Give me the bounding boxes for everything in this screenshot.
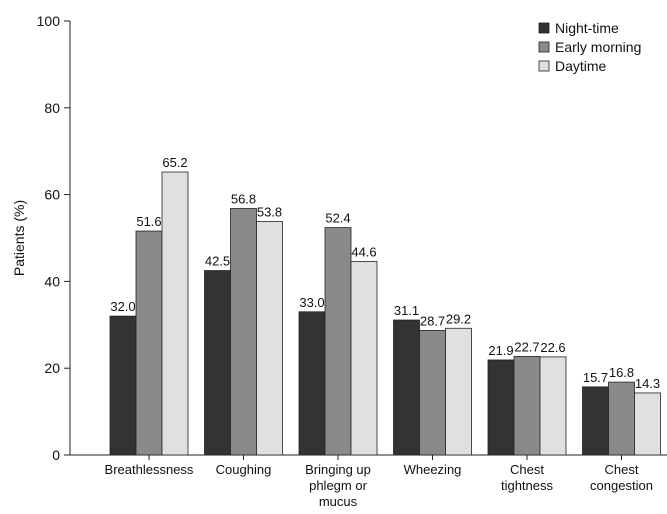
data-label: 15.7 [583,370,608,385]
legend-label: Night-time [555,20,619,36]
legend-swatch [538,22,550,34]
data-label: 22.6 [540,340,565,355]
x-category-label: phlegm or [309,478,367,493]
bar [298,311,326,456]
bar [634,392,661,456]
x-category-label: Wheezing [404,462,462,477]
bar [513,356,541,456]
bar [135,230,163,456]
data-label: 33.0 [299,295,324,310]
y-tick-label: 100 [37,13,61,29]
bar [393,319,420,456]
x-category-label: Coughing [216,462,272,477]
bar [230,208,257,456]
x-category-label: Chest [605,462,639,477]
y-tick-label: 60 [44,187,60,203]
x-category-label: mucus [319,494,358,509]
y-axis-title: Patients (%) [11,200,27,276]
legend-swatch [538,41,550,53]
data-label: 31.1 [394,303,419,318]
bar [608,381,635,456]
data-label: 21.9 [488,343,513,358]
bar [109,315,137,456]
bar [539,356,567,456]
data-label: 22.7 [514,339,539,354]
bar [161,171,189,456]
bars: 32.0 51.6 65.2 42.5 56.853.8 33.0 52.4 44.6 31.1… [109,155,661,456]
bar [256,221,283,456]
bar [324,227,352,456]
data-label: 51.6 [136,214,161,229]
legend: Night-time Early morning Daytime [538,20,641,74]
x-category-label: Bringing up [305,462,371,477]
data-label: 16.8 [609,365,634,380]
data-label: 53.8 [257,205,282,220]
legend-swatch [538,60,550,72]
bar [350,261,378,456]
data-label: 32.0 [110,299,135,314]
data-label: 14.3 [635,376,660,391]
bar [445,327,472,456]
data-label: 28.7 [420,313,445,328]
bar [487,359,515,456]
y-tick-label: 40 [44,273,60,289]
x-category-label: Chest [510,462,544,477]
y-tick-label: 80 [44,100,60,116]
data-label: 42.5 [205,254,230,269]
x-category-label: Breathlessness [105,462,194,477]
axes: 0 20 40 60 80 100 Breathlessness Coughing Bringi… [37,13,667,509]
data-label: 44.6 [351,244,376,259]
y-tick-label: 0 [52,447,60,463]
y-tick-label: 20 [44,360,60,376]
data-label: 52.4 [325,211,350,226]
x-category-label: tightness [501,478,554,493]
x-category-label: congestion [590,478,653,493]
bar [419,330,446,456]
data-label: 56.8 [231,191,256,206]
bar [204,270,231,456]
data-label: 29.2 [446,311,471,326]
bar [582,386,609,456]
legend-label: Early morning [555,39,641,55]
data-label: 65.2 [162,155,187,170]
legend-label: Daytime [555,58,607,74]
